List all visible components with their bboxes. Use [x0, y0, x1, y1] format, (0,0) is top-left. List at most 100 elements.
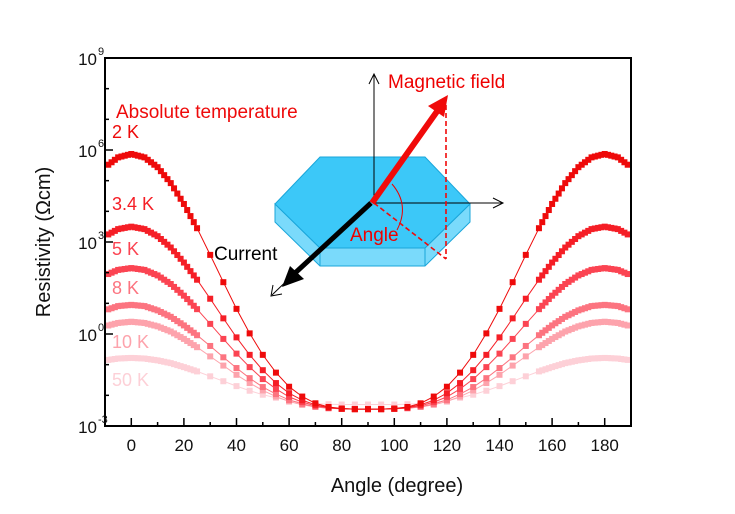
data-point	[581, 321, 588, 328]
data-point	[509, 335, 516, 342]
data-point	[272, 391, 279, 398]
data-point	[545, 263, 552, 270]
data-point	[167, 281, 174, 288]
data-point	[220, 354, 227, 361]
data-point	[542, 340, 549, 347]
x-axis-title: Angle (degree)	[331, 475, 463, 497]
data-point	[578, 322, 585, 329]
data-point	[608, 302, 615, 309]
data-point	[391, 401, 398, 408]
data-point	[131, 355, 138, 362]
data-point	[601, 265, 608, 272]
data-point	[167, 313, 174, 320]
data-point	[161, 310, 168, 317]
data-point	[128, 318, 135, 325]
data-point	[184, 296, 191, 303]
data-point	[118, 302, 125, 309]
data-point	[207, 373, 214, 380]
temperature-label: 2 K	[112, 122, 139, 142]
data-point	[187, 366, 194, 373]
data-series-group	[104, 150, 632, 413]
data-point	[177, 195, 184, 202]
data-point	[207, 251, 214, 258]
data-point	[154, 323, 161, 330]
x-tick-label: 0	[127, 436, 136, 455]
data-point	[595, 224, 602, 231]
data-point	[171, 248, 178, 255]
temperature-label: 5 K	[112, 239, 139, 259]
data-point	[180, 364, 187, 371]
data-point	[233, 334, 240, 341]
data-point	[259, 376, 266, 383]
data-point	[138, 225, 145, 232]
data-point	[595, 319, 602, 326]
data-point	[535, 225, 542, 232]
data-point	[177, 334, 184, 341]
data-point	[161, 358, 168, 365]
data-point	[545, 296, 552, 303]
data-point	[545, 207, 552, 214]
data-point	[417, 400, 424, 407]
data-point	[591, 355, 598, 362]
data-point	[164, 241, 171, 248]
data-point	[154, 357, 161, 364]
data-point	[585, 156, 592, 163]
data-point	[483, 330, 490, 337]
data-point	[171, 330, 178, 337]
data-point	[591, 266, 598, 273]
data-point	[125, 151, 132, 158]
data-point	[144, 227, 151, 234]
data-point	[604, 265, 611, 272]
data-point	[144, 304, 151, 311]
data-point	[470, 387, 477, 394]
data-point	[157, 324, 164, 331]
data-point	[194, 276, 201, 283]
temperature-label: 10 K	[112, 332, 149, 352]
data-point	[522, 320, 529, 327]
data-point	[157, 358, 164, 365]
data-point	[572, 168, 579, 175]
data-point	[535, 344, 542, 351]
y-tick-exponent: -3	[98, 414, 108, 426]
data-point	[588, 319, 595, 326]
y-tick-exponent: 9	[98, 46, 104, 58]
data-point	[246, 351, 253, 358]
data-point	[470, 376, 477, 383]
data-point	[470, 391, 477, 398]
z-axis-arrowhead	[368, 72, 380, 85]
data-point	[624, 231, 631, 238]
data-point	[604, 151, 611, 158]
data-point	[378, 406, 385, 413]
data-point	[190, 219, 197, 226]
data-point	[624, 356, 631, 363]
data-point	[509, 362, 516, 369]
data-point	[588, 303, 595, 310]
data-point	[621, 269, 628, 276]
data-point	[115, 226, 122, 233]
data-point	[177, 289, 184, 296]
data-point	[470, 367, 477, 374]
crystal-geometry-diagram: Angle Magnetic field Current	[214, 72, 505, 297]
data-point	[608, 152, 615, 159]
series-2k	[104, 150, 632, 413]
data-point	[174, 318, 181, 325]
data-point	[141, 266, 148, 273]
data-point	[128, 265, 135, 272]
data-point	[611, 355, 618, 362]
data-point	[614, 319, 621, 326]
data-point	[121, 224, 128, 231]
data-point	[404, 403, 411, 410]
data-point	[618, 268, 625, 275]
data-point	[180, 335, 187, 342]
y-tick-label: 10	[78, 142, 97, 161]
data-point	[121, 319, 128, 326]
angle-arc	[391, 183, 403, 231]
data-point	[108, 159, 115, 166]
data-point	[141, 303, 148, 310]
data-point	[608, 265, 615, 272]
data-point	[509, 279, 516, 286]
data-point	[568, 358, 575, 365]
data-point	[151, 161, 158, 168]
data-point	[578, 271, 585, 278]
data-point	[365, 401, 371, 408]
